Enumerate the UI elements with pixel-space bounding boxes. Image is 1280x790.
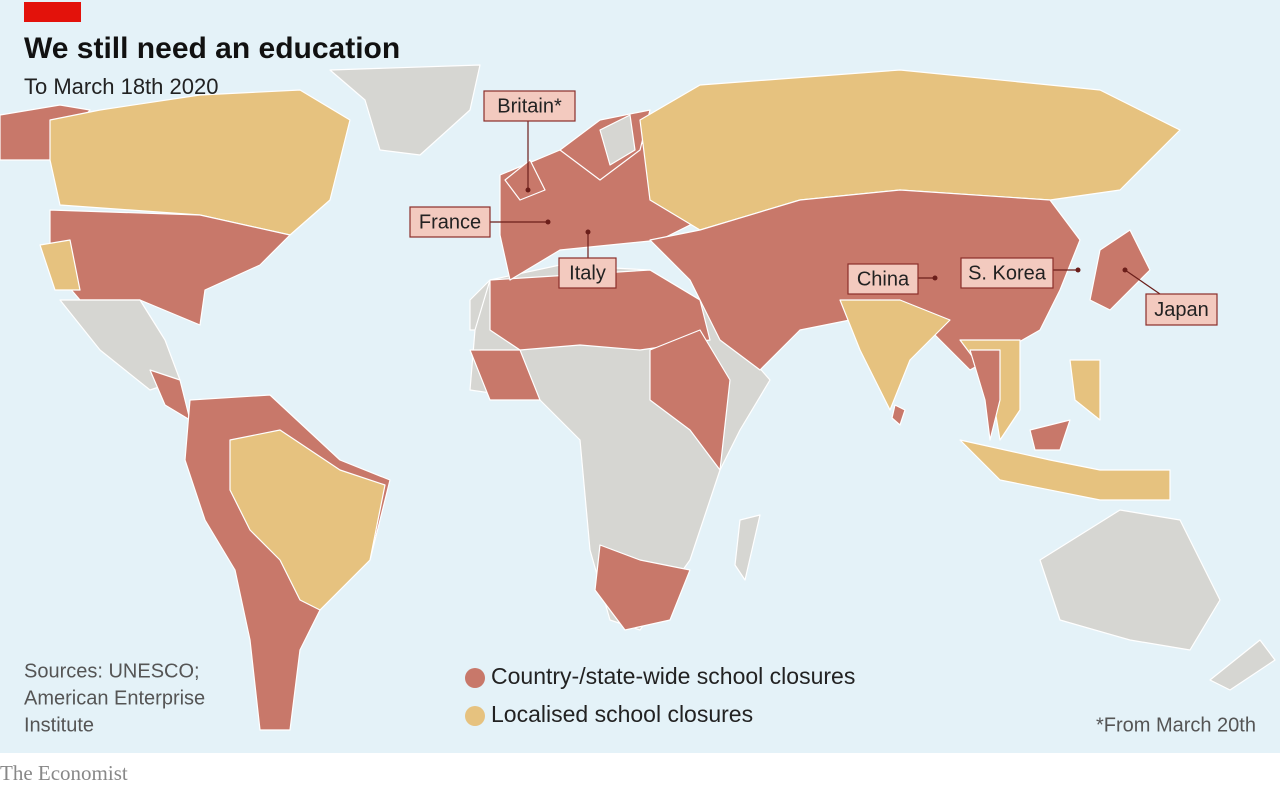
country-label: Britain* [497,95,562,117]
country-label: China [857,268,910,290]
leader-dot [1122,267,1128,273]
country-region [1089,229,1151,311]
brand: The Economist [0,761,128,785]
country-region [229,429,386,611]
country-region [1209,639,1276,691]
leader-dot [525,187,531,193]
country-region [639,69,1181,231]
country-region [839,299,951,411]
country-region [1039,509,1221,651]
leader-dot [585,229,591,235]
country-region [969,349,1001,441]
country-region [39,239,81,291]
sources: Institute [24,714,94,736]
country-region [1029,419,1071,451]
label-box [409,206,491,238]
sources: Sources: UNESCO; [24,660,200,682]
country-label: S. Korea [968,262,1047,284]
legend-swatch [465,668,485,688]
country-region [504,159,546,201]
label-box [558,257,617,289]
country-region [891,404,906,426]
label-box [960,257,1054,289]
leader-dot [1075,267,1081,273]
country-region [599,114,636,166]
label-box [483,90,576,122]
country-region [649,329,731,471]
legend-label: Country-/state-wide school closures [491,663,855,689]
country-label: Italy [569,262,606,284]
country-region [959,439,1171,501]
brand-bar [24,2,81,22]
country-region [49,89,351,236]
legend: Country-/state-wide school closures Local… [465,663,855,727]
label-box [847,263,919,295]
country-region [329,64,481,156]
legend-label: Localised school closures [491,701,753,727]
legend-swatch [465,706,485,726]
country-region [734,514,761,581]
country-region [489,269,711,351]
leader-line [1124,269,1161,295]
country-region [594,544,691,631]
leader-dot [932,275,938,281]
country-region [1069,359,1101,421]
leader-dot [545,219,551,225]
country-region [469,349,541,401]
country-label: France [419,211,481,233]
sources: American Enterprise [24,687,205,709]
label-box [1145,293,1218,326]
title: We still need an education [24,32,400,65]
callouts: Britain* France Italy China S. Korea Japan [409,90,1218,326]
world-map [0,64,1276,731]
subtitle: To March 18th 2020 [24,74,218,99]
footnote: *From March 20th [1096,714,1256,736]
country-label: Japan [1154,299,1209,321]
